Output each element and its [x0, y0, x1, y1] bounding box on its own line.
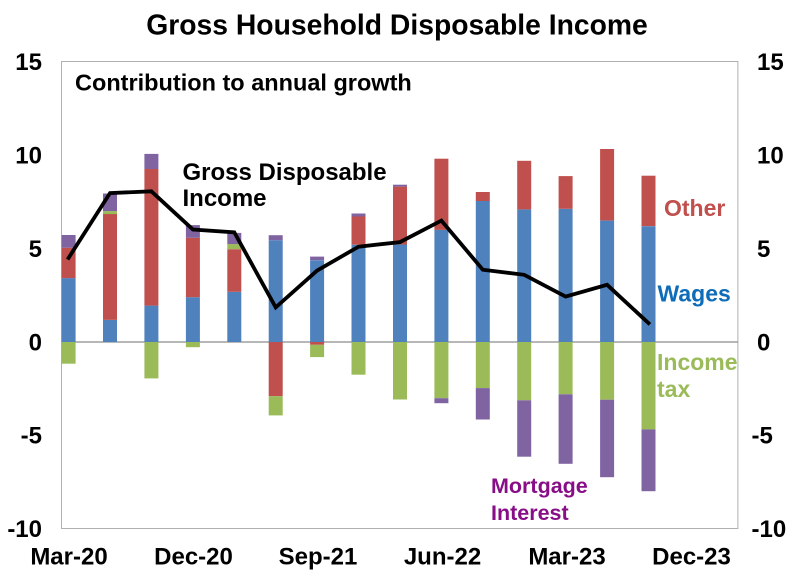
svg-text:Dec-23: Dec-23 [652, 544, 731, 571]
svg-text:-5: -5 [21, 423, 42, 450]
svg-text:Mar-20: Mar-20 [30, 544, 107, 571]
svg-text:Sep-21: Sep-21 [279, 544, 358, 571]
svg-text:0: 0 [757, 329, 770, 356]
svg-text:Interest: Interest [491, 501, 569, 525]
svg-text:Wages: Wages [658, 280, 731, 306]
svg-text:Mar-23: Mar-23 [528, 544, 605, 571]
svg-text:Contribution to annual growth: Contribution to annual growth [75, 70, 412, 96]
svg-text:tax: tax [657, 376, 690, 402]
svg-text:Gross Disposable: Gross Disposable [183, 159, 387, 186]
svg-text:Income: Income [657, 349, 738, 375]
svg-text:15: 15 [15, 49, 42, 76]
svg-text:0: 0 [29, 329, 42, 356]
svg-text:Gross Household Disposable Inc: Gross Household Disposable Income [146, 9, 648, 41]
svg-text:Income: Income [183, 185, 267, 212]
svg-text:5: 5 [29, 236, 42, 263]
svg-text:-10: -10 [7, 516, 42, 543]
svg-text:10: 10 [15, 143, 42, 170]
svg-text:10: 10 [757, 143, 784, 170]
svg-text:Dec-20: Dec-20 [154, 544, 233, 571]
svg-text:15: 15 [757, 49, 784, 76]
svg-text:-10: -10 [752, 516, 787, 543]
svg-text:Mortgage: Mortgage [491, 474, 588, 498]
svg-text:Jun-22: Jun-22 [404, 544, 481, 571]
svg-text:-5: -5 [752, 423, 773, 450]
svg-text:5: 5 [757, 236, 770, 263]
svg-text:Other: Other [664, 195, 725, 221]
